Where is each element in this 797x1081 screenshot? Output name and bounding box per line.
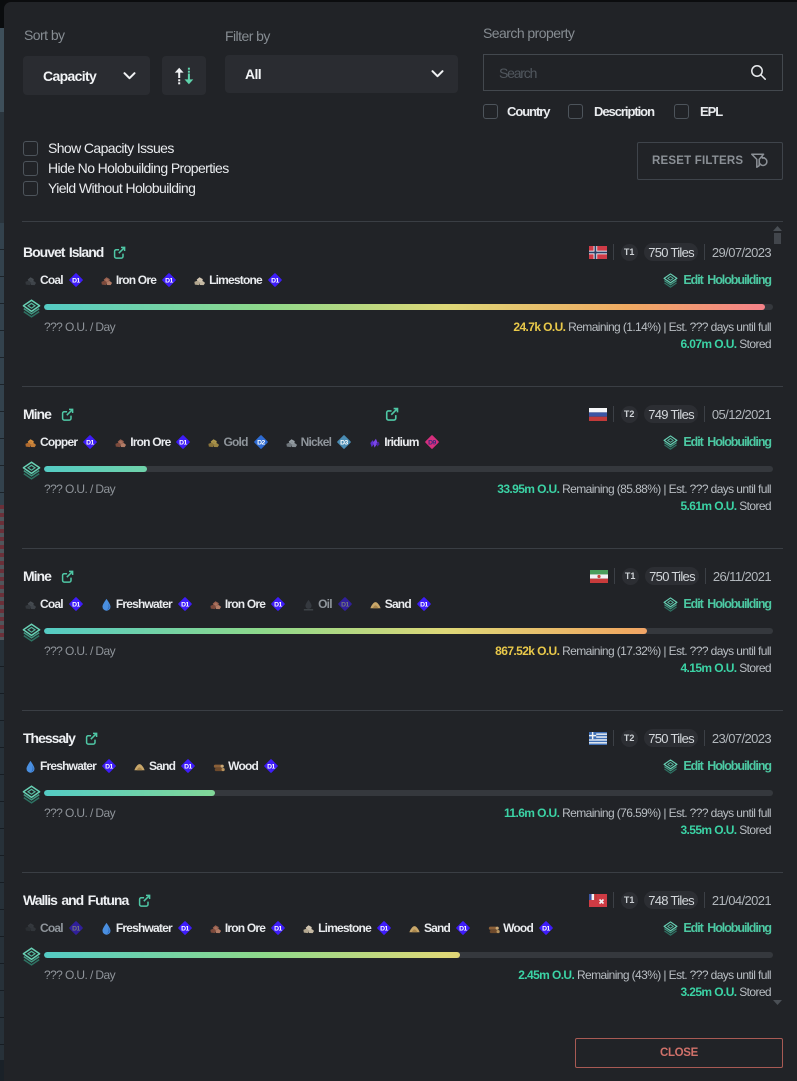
svg-text:D1: D1 (459, 925, 467, 932)
svg-text:D1: D1 (274, 925, 282, 932)
svg-text:D1: D1 (542, 925, 550, 932)
svg-text:D1: D1 (181, 925, 189, 932)
svg-text:D1: D1 (72, 601, 80, 608)
svg-text:D1: D1 (165, 277, 173, 284)
svg-text:D1: D1 (341, 601, 349, 608)
svg-text:D9: D9 (428, 439, 436, 446)
svg-text:D1: D1 (271, 277, 279, 284)
svg-text:D1: D1 (180, 439, 188, 446)
svg-text:D1: D1 (380, 925, 388, 932)
svg-text:D2: D2 (257, 439, 265, 446)
svg-text:D1: D1 (72, 925, 80, 932)
svg-text:D1: D1 (184, 763, 192, 770)
svg-text:D1: D1 (420, 601, 428, 608)
svg-text:D3: D3 (340, 439, 348, 446)
svg-text:D1: D1 (267, 763, 275, 770)
svg-text:D1: D1 (105, 763, 113, 770)
svg-text:D1: D1 (274, 601, 282, 608)
svg-text:D1: D1 (72, 277, 80, 284)
svg-text:D1: D1 (86, 439, 94, 446)
svg-text:D1: D1 (181, 601, 189, 608)
